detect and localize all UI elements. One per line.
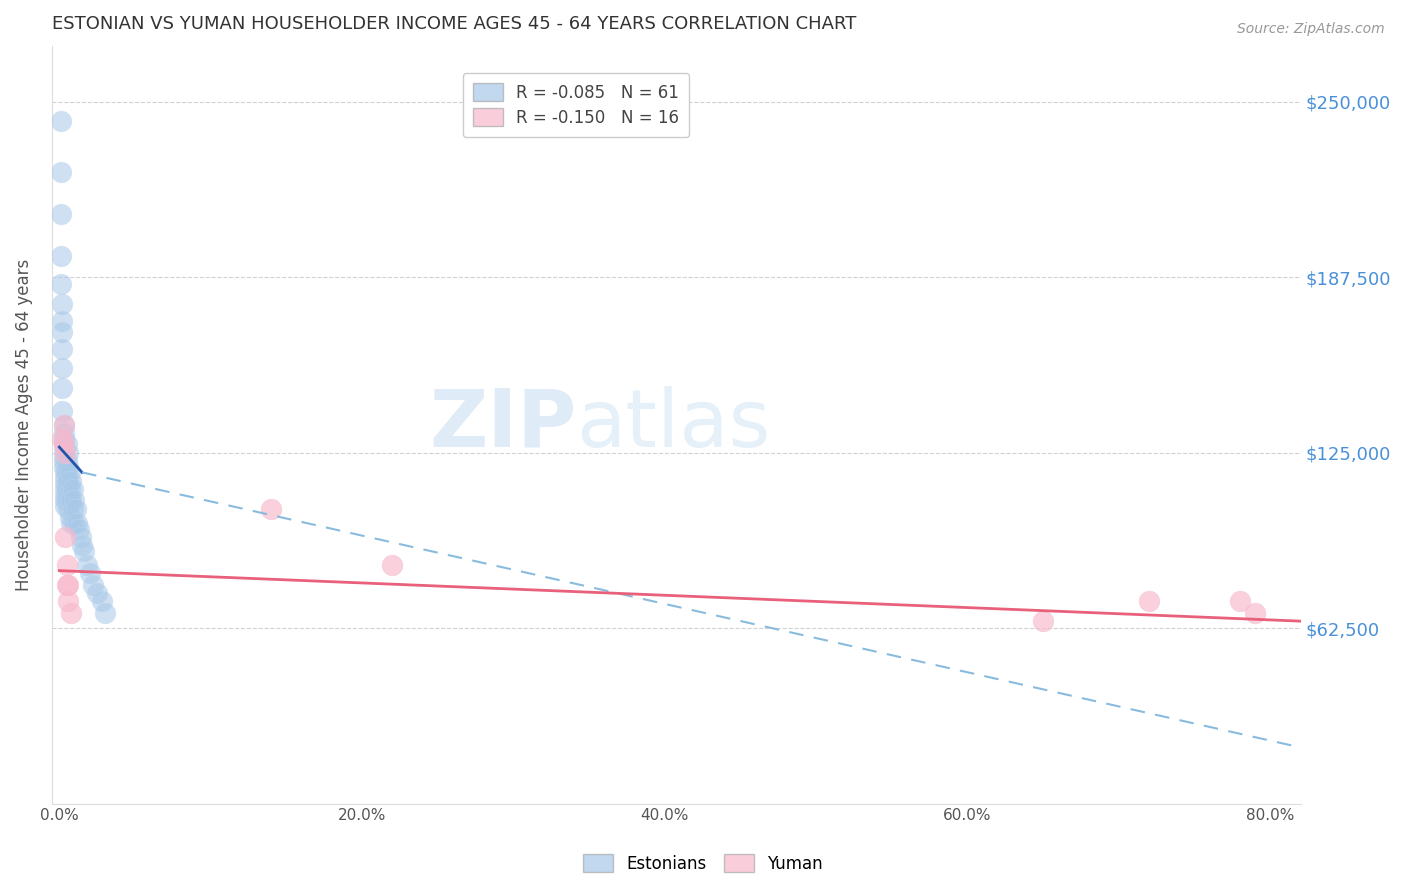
Point: [53, 499, 76, 513]
Point: [56, 474, 79, 488]
Point: [58, 594, 80, 608]
Point: [82, 577, 104, 591]
Point: [53, 446, 76, 460]
Point: [60, 516, 83, 530]
Point: [58, 446, 80, 460]
Y-axis label: Householder Income Ages 45 - 64 years: Householder Income Ages 45 - 64 years: [15, 259, 32, 591]
Point: [62, 501, 84, 516]
Point: [90, 594, 112, 608]
Point: [56, 466, 79, 480]
Legend: R = -0.085   N = 61, R = -0.150   N = 16: R = -0.085 N = 61, R = -0.150 N = 16: [463, 73, 689, 137]
Point: [52, 437, 75, 451]
Point: [59, 466, 82, 480]
Point: [51, 314, 73, 328]
Point: [52, 417, 75, 432]
Point: [1244, 606, 1267, 620]
Point: [63, 516, 86, 530]
Point: [72, 544, 94, 558]
Point: [69, 530, 91, 544]
Point: [53, 488, 76, 502]
Point: [79, 566, 101, 581]
Point: [53, 482, 76, 496]
Text: ESTONIAN VS YUMAN HOUSEHOLDER INCOME AGES 45 - 64 YEARS CORRELATION CHART: ESTONIAN VS YUMAN HOUSEHOLDER INCOME AGE…: [52, 15, 856, 33]
Point: [70, 538, 93, 552]
Point: [53, 530, 76, 544]
Point: [260, 501, 283, 516]
Point: [56, 437, 79, 451]
Point: [52, 454, 75, 468]
Point: [86, 586, 108, 600]
Point: [56, 482, 79, 496]
Point: [53, 471, 76, 485]
Point: [93, 606, 115, 620]
Point: [49, 165, 72, 179]
Point: [1229, 594, 1251, 608]
Point: [49, 114, 72, 128]
Point: [56, 577, 79, 591]
Text: Source: ZipAtlas.com: Source: ZipAtlas.com: [1237, 22, 1385, 37]
Point: [51, 325, 73, 339]
Point: [53, 466, 76, 480]
Legend: Estonians, Yuman: Estonians, Yuman: [576, 847, 830, 880]
Point: [52, 432, 75, 446]
Point: [52, 442, 75, 457]
Point: [56, 493, 79, 508]
Point: [66, 516, 89, 530]
Point: [59, 482, 82, 496]
Point: [49, 277, 72, 292]
Point: [65, 501, 87, 516]
Point: [51, 297, 73, 311]
Text: ZIP: ZIP: [429, 385, 576, 464]
Point: [58, 488, 80, 502]
Point: [53, 476, 76, 491]
Point: [51, 361, 73, 376]
Text: atlas: atlas: [576, 385, 770, 464]
Point: [62, 482, 84, 496]
Point: [76, 558, 98, 572]
Point: [58, 474, 80, 488]
Point: [60, 474, 83, 488]
Point: [58, 459, 80, 474]
Point: [63, 493, 86, 508]
Point: [51, 342, 73, 356]
Point: [1032, 614, 1054, 628]
Point: [381, 558, 404, 572]
Point: [51, 403, 73, 417]
Point: [59, 493, 82, 508]
Point: [67, 522, 90, 536]
Point: [53, 493, 76, 508]
Point: [56, 558, 79, 572]
Point: [58, 577, 80, 591]
Point: [52, 417, 75, 432]
Point: [52, 425, 75, 440]
Point: [58, 501, 80, 516]
Point: [59, 510, 82, 524]
Point: [52, 459, 75, 474]
Point: [51, 432, 73, 446]
Point: [49, 207, 72, 221]
Point: [49, 249, 72, 263]
Point: [56, 454, 79, 468]
Point: [52, 449, 75, 463]
Point: [52, 437, 75, 451]
Point: [60, 606, 83, 620]
Point: [1137, 594, 1160, 608]
Point: [51, 381, 73, 395]
Point: [60, 493, 83, 508]
